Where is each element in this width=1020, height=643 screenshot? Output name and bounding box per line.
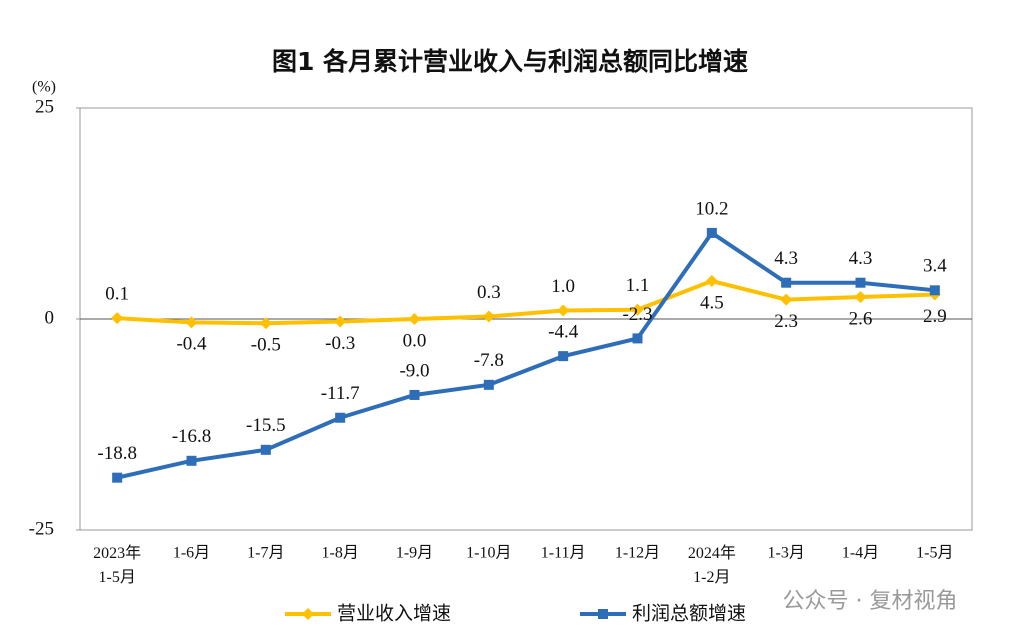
y-tick-label: 0 (45, 307, 55, 328)
point (185, 316, 198, 329)
x-tick-label: 1-7月 (247, 545, 284, 562)
point (259, 317, 272, 330)
x-tick-label: 1-4月 (842, 545, 879, 562)
data-label: -0.5 (251, 335, 281, 356)
data-label: -2.3 (622, 304, 652, 325)
x-tick-label: 2024年 1-2月 (688, 544, 736, 586)
data-label: 4.3 (774, 248, 798, 269)
point (557, 304, 570, 317)
point (706, 227, 717, 238)
x-tick-label: 2023年 1-5月 (93, 544, 141, 586)
x-tick-label: 1-8月 (321, 545, 358, 562)
point (558, 351, 569, 362)
data-label: -11.7 (321, 383, 360, 404)
point (186, 455, 197, 466)
legend-label: 营业收入增速 (337, 603, 451, 625)
data-label: -0.3 (325, 333, 355, 354)
point (781, 277, 792, 288)
data-label: 0.0 (403, 330, 427, 351)
data-label: 1.1 (626, 275, 650, 296)
data-label: 1.0 (551, 276, 575, 297)
x-tick-label: 1-9月 (396, 545, 433, 562)
data-label: 2.9 (923, 306, 947, 327)
point (854, 291, 867, 304)
legend-marker (302, 608, 314, 620)
point (482, 310, 495, 323)
point (111, 312, 124, 325)
x-tick-label: 1-12月 (615, 545, 660, 562)
point (705, 275, 718, 288)
x-tick-label: 1-11月 (541, 545, 586, 562)
point (483, 379, 494, 390)
point (631, 303, 644, 316)
data-label: 2.6 (849, 308, 873, 329)
point (632, 333, 643, 344)
chart-title: 图1 各月累计营业收入与利润总额同比增速 (272, 47, 748, 76)
y-tick-label: -25 (29, 518, 54, 539)
point (335, 412, 346, 423)
point (334, 315, 347, 328)
watermark: 公众号 · 复材视角 (783, 589, 958, 614)
point (260, 444, 271, 455)
series-line (116, 230, 936, 480)
data-label: -15.5 (246, 415, 286, 436)
data-label: 0.1 (105, 284, 129, 305)
x-tick-label: 1-3月 (767, 545, 804, 562)
data-label: -9.0 (399, 360, 429, 381)
data-label: 0.3 (477, 282, 501, 303)
point (780, 293, 793, 306)
data-label: 10.2 (695, 198, 728, 219)
x-tick-label: 1-5月 (916, 545, 953, 562)
point (112, 472, 123, 483)
data-label: -16.8 (172, 426, 212, 447)
point (855, 277, 866, 288)
data-label: 3.4 (923, 256, 947, 277)
data-label: -0.4 (176, 334, 207, 355)
x-tick-label: 1-6月 (173, 545, 210, 562)
legend-marker (598, 609, 608, 619)
legend-label: 利润总额增速 (632, 603, 746, 625)
series-line (117, 278, 935, 326)
data-label: 2.3 (774, 311, 798, 332)
data-label: -4.4 (548, 321, 579, 342)
y-tick-label: 25 (35, 96, 54, 117)
y-unit: (%) (32, 79, 56, 96)
point (409, 389, 420, 400)
data-label: 4.3 (849, 248, 873, 269)
point (929, 285, 940, 296)
data-label: -18.8 (97, 443, 137, 464)
point (408, 313, 421, 325)
data-label: 4.5 (700, 292, 724, 313)
x-tick-label: 1-10月 (466, 545, 511, 562)
data-label: -7.8 (474, 350, 504, 371)
